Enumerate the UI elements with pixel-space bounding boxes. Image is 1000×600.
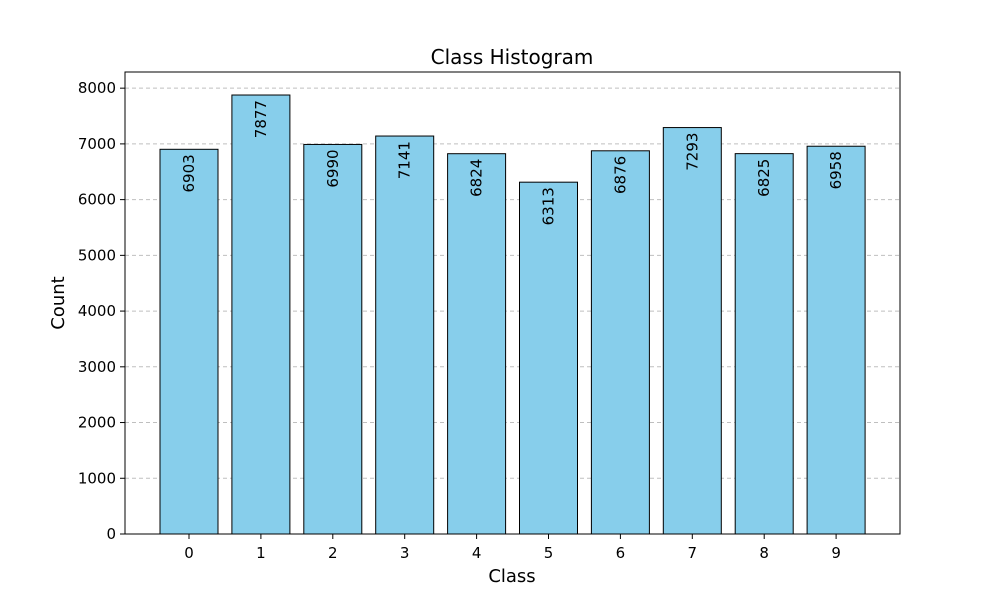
bar [447, 153, 507, 535]
y-tick-label: 4000 [78, 302, 116, 320]
y-tick-label: 1000 [78, 469, 116, 487]
x-tick-label: 1 [256, 544, 266, 562]
plot-frame [124, 71, 901, 535]
x-tick-label: 3 [400, 544, 410, 562]
bar-value-label: 6990 [324, 149, 342, 187]
x-tick-label: 9 [831, 544, 841, 562]
bar-value-label: 6958 [827, 151, 845, 189]
bar-value-label: 7293 [683, 133, 701, 171]
y-tick-label: 7000 [78, 135, 116, 153]
bar-value-label: 7877 [252, 100, 270, 138]
bar [303, 143, 363, 535]
x-tick-label: 0 [184, 544, 194, 562]
y-tick-label: 0 [106, 525, 116, 543]
x-tick-label: 8 [759, 544, 769, 562]
bar-value-label: 6825 [755, 159, 773, 197]
bar-value-label: 6824 [468, 159, 486, 197]
bar [662, 127, 722, 535]
bar-value-label: 6313 [540, 187, 558, 225]
bar [806, 145, 866, 535]
x-axis-ticks: 0 1 2 3 4 5 6 7 8 9 [184, 534, 841, 562]
x-axis-label: Class [488, 566, 535, 587]
bar-value-label: 6876 [611, 156, 629, 194]
bar-value-label: 6903 [180, 154, 198, 192]
bars [159, 94, 866, 535]
x-tick-label: 4 [472, 544, 482, 562]
bar [231, 94, 291, 535]
y-tick-label: 2000 [78, 414, 116, 432]
bar [519, 181, 578, 535]
y-axis-ticks: 0 1000 2000 3000 4000 5000 6000 7000 8000 [78, 79, 125, 543]
x-tick-label: 6 [616, 544, 626, 562]
y-tick-label: 5000 [78, 246, 116, 264]
bar [375, 135, 435, 535]
y-tick-label: 3000 [78, 358, 116, 376]
x-tick-label: 7 [688, 544, 698, 562]
bar [590, 150, 650, 535]
bar-labels: 6903 7877 6990 7141 6824 6313 6876 7293 6825 6958 [180, 100, 845, 225]
x-tick-label: 5 [544, 544, 554, 562]
chart-title: Class Histogram [431, 45, 594, 69]
y-axis-label: Count [48, 276, 69, 329]
y-tick-label: 8000 [78, 79, 116, 97]
bar [734, 153, 794, 535]
x-tick-label: 2 [328, 544, 338, 562]
bar [159, 148, 219, 535]
bar-value-label: 7141 [396, 141, 414, 179]
y-tick-label: 6000 [78, 191, 116, 209]
